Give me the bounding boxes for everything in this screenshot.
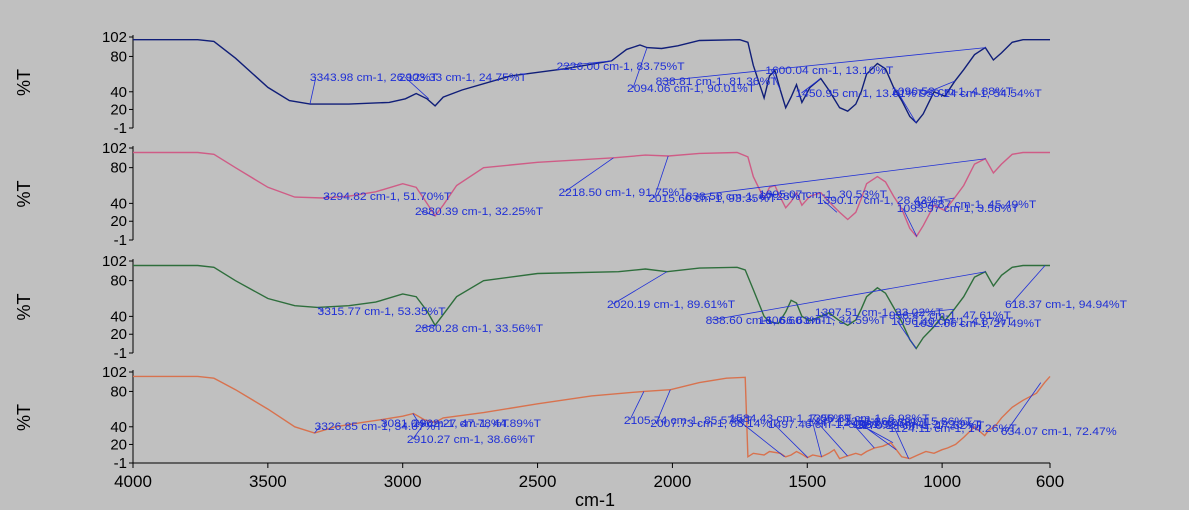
peak-label: 1032.66 cm-1, 27.49%T [913, 318, 1041, 330]
peak-label: 2226.00 cm-1, 83.75%T [556, 61, 684, 73]
y-tick-label: 80 [110, 48, 127, 65]
x-tick-label: 1500 [788, 472, 826, 491]
y-tick-label: 20 [110, 213, 127, 230]
y-tick-label: 20 [110, 101, 127, 118]
peak-label: 2880.39 cm-1, 32.25%T [415, 206, 543, 218]
peak-label: 1124.11 cm-1, 14.26%T [889, 423, 1017, 435]
peak-label: 2880.28 cm-1, 33.56%T [415, 323, 543, 335]
peak-label: 3315.77 cm-1, 53.35%T [318, 306, 446, 318]
peak-label: 954.87 cm-1, 45.49%T [914, 199, 1036, 211]
y-axis-label: %T [14, 404, 34, 431]
y-tick-label: 102 [102, 140, 127, 157]
x-tick-label: 600 [1036, 472, 1064, 491]
y-tick-label: 102 [102, 29, 127, 46]
y-tick-label: 40 [110, 419, 127, 436]
y-tick-label: 80 [110, 160, 127, 177]
peak-label: 2910.27 cm-1, 38.66%T [407, 434, 535, 446]
peak-label: 1600.04 cm-1, 13.10%T [765, 65, 893, 77]
y-tick-label: 40 [110, 195, 127, 212]
x-tick-label: 3500 [249, 472, 287, 491]
y-tick-label: 40 [110, 84, 127, 101]
y-tick-label: 80 [110, 383, 127, 400]
peak-label: 838.58 cm-1, 67.28%T [686, 191, 808, 203]
y-axis-label: %T [14, 293, 34, 320]
peak-label: 3294.82 cm-1, 51.70%T [323, 191, 451, 203]
x-tick-label: 4000 [114, 472, 152, 491]
y-tick-label: 20 [110, 436, 127, 453]
x-axis-label: cm-1 [575, 490, 615, 510]
y-tick-label: 102 [102, 364, 127, 381]
y-axis-label: %T [14, 180, 34, 207]
peak-label: 634.07 cm-1, 72.47% [1001, 426, 1117, 438]
peak-label: 838.81 cm-1, 81.36%T [656, 76, 778, 88]
peak-label: 2020.19 cm-1, 89.61%T [607, 299, 735, 311]
x-tick-label: 3000 [384, 472, 422, 491]
peak-label: 2903.33 cm-1, 24.75%T [399, 72, 527, 84]
y-tick-label: -1 [114, 232, 127, 249]
y-tick-label: 20 [110, 326, 127, 343]
x-tick-label: 2500 [519, 472, 557, 491]
peak-label: 1584.43 cm-1, 7.05%T [729, 413, 851, 425]
x-tick-label: 1000 [923, 472, 961, 491]
y-tick-label: -1 [114, 120, 127, 137]
y-axis-label: %T [14, 69, 34, 96]
y-tick-label: 40 [110, 308, 127, 325]
y-tick-label: 80 [110, 273, 127, 290]
peak-label: 953.14 cm-1, 54.54%T [920, 88, 1042, 100]
peak-label: 1606.60 cm-1, 34.59%T [759, 315, 887, 327]
peak-label: 618.37 cm-1, 94.94%T [1005, 299, 1127, 311]
x-tick-label: 2000 [653, 472, 691, 491]
y-tick-label: -1 [114, 345, 127, 362]
peak-label: 3326.85 cm-1, 34.07%T [315, 421, 443, 433]
y-tick-label: 102 [102, 253, 127, 270]
y-tick-label: -1 [114, 455, 127, 472]
